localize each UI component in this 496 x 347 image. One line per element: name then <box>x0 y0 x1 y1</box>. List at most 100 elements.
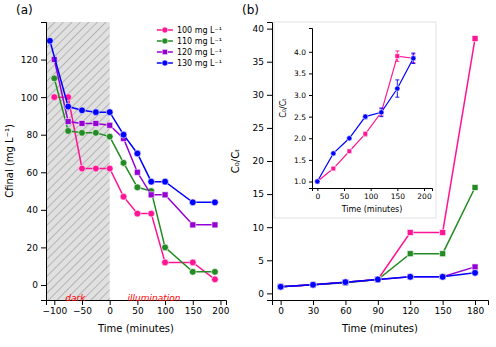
y-tick-mark <box>41 285 46 286</box>
y-tick-mark <box>309 52 312 53</box>
marker <box>190 222 196 228</box>
panel-title: (b) <box>242 3 259 17</box>
marker <box>375 276 381 282</box>
error-bar <box>395 80 399 97</box>
x-tick-label: 120 <box>402 306 419 316</box>
y-tick-label: 2.5 <box>294 113 306 122</box>
marker <box>395 86 400 91</box>
y-tick-label: 60 <box>27 168 39 178</box>
marker <box>315 179 320 184</box>
marker <box>162 192 168 198</box>
x-tick: 150 <box>435 300 452 316</box>
x-tick-mark <box>313 300 314 305</box>
y-tick: 3.0 <box>294 91 312 100</box>
x-tick-mark <box>424 188 425 191</box>
marker <box>439 273 446 280</box>
inset-background <box>274 22 436 218</box>
x-tick-label: 100 <box>364 192 379 201</box>
marker <box>278 284 284 290</box>
x-tick: 150 <box>185 300 202 316</box>
y-tick-mark <box>41 60 46 61</box>
x-tick-label: 150 <box>435 306 452 316</box>
legend-label: 130 mg L⁻¹ <box>177 59 222 68</box>
y-tick-mark <box>309 160 312 161</box>
legend-swatch-marker <box>162 49 167 54</box>
legend-item: 110 mg L⁻¹ <box>157 37 222 46</box>
y-axis-title: C₀/Cₜ <box>279 98 288 117</box>
y-tick: 2.5 <box>294 113 312 122</box>
marker <box>65 119 71 125</box>
y-tick-label: 2.0 <box>294 134 306 143</box>
marker <box>407 229 413 235</box>
marker <box>134 210 141 217</box>
series-line <box>317 56 413 181</box>
marker <box>148 178 155 185</box>
marker <box>440 229 446 235</box>
y-tick-label: 100 <box>21 93 38 103</box>
legend-swatch-marker <box>162 38 168 44</box>
error-bar <box>363 114 367 118</box>
legend-label: 100 mg L⁻¹ <box>177 26 222 35</box>
y-tick: 40 <box>27 205 46 215</box>
x-tick-mark <box>317 188 318 191</box>
x-tick-label: 100 <box>157 306 174 316</box>
y-tick-label: 40 <box>253 24 265 34</box>
x-axis-line <box>313 189 433 192</box>
legend-item: 130 mg L⁻¹ <box>157 59 222 68</box>
x-tick-mark <box>475 300 476 305</box>
y-tick-label: 20 <box>27 243 39 253</box>
y-tick: 35 <box>253 57 272 67</box>
error-bar <box>379 108 383 117</box>
marker <box>65 103 72 110</box>
figure: −100−50050100150200020406080100120darkil… <box>0 0 496 347</box>
x-axis-title: Time (minutes) <box>341 205 403 214</box>
error-bar <box>395 51 399 61</box>
marker <box>472 269 479 276</box>
y-tick-mark <box>309 117 312 118</box>
marker <box>407 274 413 280</box>
y-tick-mark <box>309 73 312 74</box>
y-axis: 020406080100120 <box>21 23 47 301</box>
marker <box>342 279 348 285</box>
y-tick-label: 80 <box>27 130 39 140</box>
x-tick-label: 0 <box>315 192 320 201</box>
annotation: dark <box>65 293 86 303</box>
x-tick-label: −50 <box>73 306 92 316</box>
x-tick-label: 60 <box>340 306 352 316</box>
marker <box>347 149 352 154</box>
x-tick-mark <box>410 300 411 305</box>
marker <box>189 259 196 266</box>
x-tick-label: 150 <box>391 192 406 201</box>
x-tick-label: 30 <box>308 306 320 316</box>
y-tick: 0 <box>258 289 272 299</box>
marker <box>342 279 348 285</box>
y-tick-mark <box>267 161 272 162</box>
y-tick-mark <box>267 194 272 195</box>
y-tick: 3.5 <box>294 69 312 78</box>
marker <box>106 165 113 172</box>
marker <box>189 268 196 275</box>
marker <box>331 151 336 156</box>
legend-swatch-marker <box>162 27 168 33</box>
marker <box>278 284 284 290</box>
marker <box>375 276 381 282</box>
marker <box>107 122 113 128</box>
panel-title: (a) <box>16 3 33 17</box>
x-tick-mark <box>371 188 372 191</box>
marker <box>315 179 320 184</box>
y-tick: 60 <box>27 168 46 178</box>
legend-item: 120 mg L⁻¹ <box>157 48 222 57</box>
marker <box>310 282 316 288</box>
y-tick-mark <box>267 128 272 129</box>
marker <box>92 109 99 116</box>
x-axis: 0306090120150180 <box>273 300 489 316</box>
marker <box>407 273 414 280</box>
marker <box>92 129 99 136</box>
y-tick-label: 30 <box>253 90 265 100</box>
x-tick-mark <box>220 300 221 305</box>
x-tick-label: 90 <box>373 306 385 316</box>
x-axis-title: Time (minutes) <box>97 323 174 334</box>
series-line <box>54 97 215 279</box>
y-tick-mark <box>41 172 46 173</box>
marker <box>120 131 127 138</box>
